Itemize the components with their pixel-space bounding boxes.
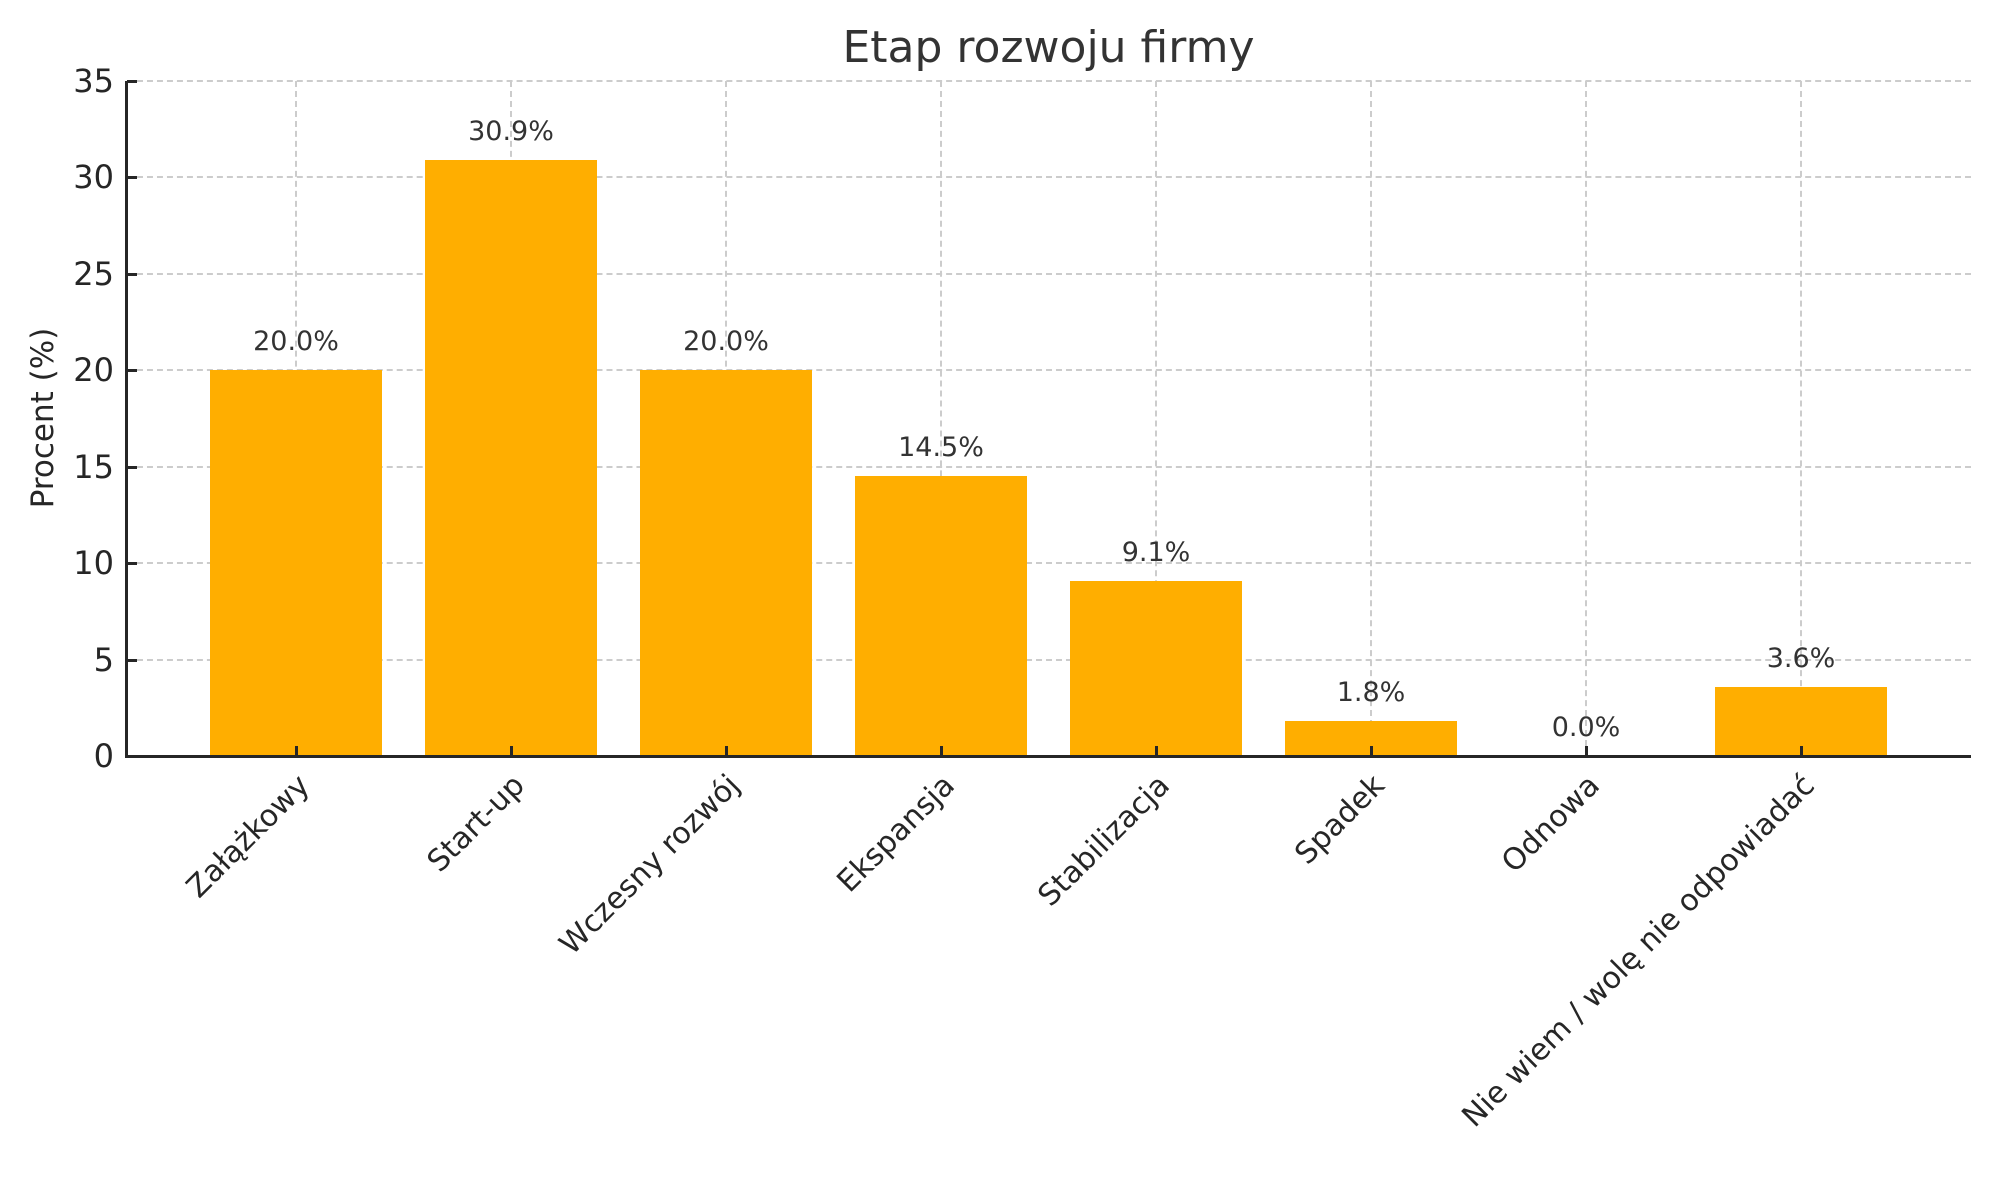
x-tick-label: Start-up bbox=[420, 768, 532, 880]
y-tick-label: 15 bbox=[73, 447, 114, 486]
x-tick bbox=[295, 746, 298, 756]
y-tick-label: 10 bbox=[73, 544, 114, 583]
x-tick-label: Spadek bbox=[1288, 768, 1392, 872]
x-tick-label: Ekspansja bbox=[830, 768, 962, 900]
bar bbox=[855, 476, 1027, 756]
bar-value-label: 9.1% bbox=[1121, 536, 1191, 568]
y-tick bbox=[127, 369, 137, 373]
bar-value-label: 20.0% bbox=[683, 326, 769, 358]
y-tick-label: 5 bbox=[93, 640, 114, 679]
y-tick-label: 25 bbox=[73, 254, 114, 293]
y-tick-label: 30 bbox=[73, 158, 114, 197]
y-tick bbox=[127, 465, 137, 469]
plot-area: 20.0% 30.9% 20.0% 14.5% 9.1% 1.8% 0.0% 3.6% bbox=[125, 80, 1971, 758]
v-gridline bbox=[940, 81, 942, 756]
x-tick bbox=[940, 746, 943, 756]
x-tick-label: Stabilizacja bbox=[1031, 768, 1177, 914]
bar-value-label: 14.5% bbox=[898, 432, 984, 464]
v-gridline bbox=[1370, 81, 1372, 756]
v-gridline bbox=[1155, 81, 1157, 756]
h-gridline bbox=[127, 176, 1971, 179]
h-gridline bbox=[127, 465, 1971, 468]
bar bbox=[1715, 686, 1887, 756]
bar bbox=[210, 370, 382, 756]
h-gridline bbox=[127, 369, 1971, 372]
h-gridline bbox=[127, 562, 1971, 565]
x-axis-line bbox=[125, 755, 1971, 758]
h-gridline bbox=[127, 80, 1971, 82]
x-tick-label: Wczesny rozwój bbox=[552, 768, 747, 962]
bar-value-label: 3.6% bbox=[1766, 642, 1836, 674]
x-tick bbox=[510, 746, 513, 756]
bar bbox=[1070, 580, 1242, 756]
y-tick bbox=[127, 272, 137, 276]
x-tick bbox=[725, 746, 728, 756]
v-gridline bbox=[1585, 81, 1587, 756]
y-tick-label: 0 bbox=[93, 737, 114, 775]
bar bbox=[425, 160, 597, 756]
bar-value-label: 0.0% bbox=[1551, 712, 1621, 743]
x-tick-label: Odnowa bbox=[1495, 768, 1607, 880]
chart-title: Etap rozwoju firmy bbox=[842, 22, 1255, 73]
bar-value-label: 20.0% bbox=[253, 326, 339, 358]
x-tick bbox=[1155, 746, 1158, 756]
y-tick-label: 20 bbox=[73, 351, 114, 390]
y-tick bbox=[127, 562, 137, 566]
bar bbox=[640, 370, 812, 756]
v-gridline bbox=[1800, 81, 1802, 756]
x-tick-label: Załążkowy bbox=[179, 768, 317, 905]
x-tick bbox=[1370, 746, 1373, 756]
x-tick bbox=[1585, 746, 1588, 756]
y-tick bbox=[127, 176, 137, 180]
x-tick-label: Nie wiem / wolę nie odpowiadać bbox=[1455, 768, 1822, 1135]
y-axis-line bbox=[125, 81, 128, 758]
x-tick bbox=[1800, 746, 1803, 756]
h-gridline bbox=[127, 272, 1971, 275]
y-tick bbox=[127, 755, 137, 758]
y-tick bbox=[127, 658, 137, 662]
y-tick-label: 35 bbox=[73, 62, 114, 100]
bar-value-label: 30.9% bbox=[468, 116, 554, 148]
y-tick bbox=[127, 80, 137, 83]
bar-value-label: 1.8% bbox=[1336, 677, 1406, 709]
h-gridline bbox=[127, 658, 1971, 661]
y-axis-label: Procent (%) bbox=[25, 327, 61, 509]
